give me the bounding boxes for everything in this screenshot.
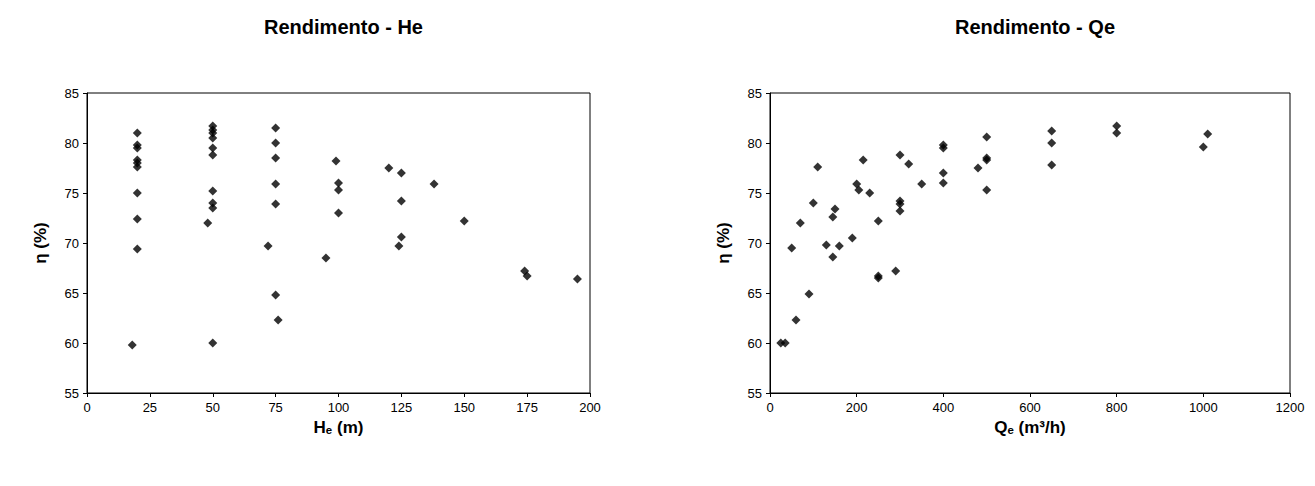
svg-text:60: 60 — [748, 336, 762, 351]
svg-text:55: 55 — [748, 386, 762, 401]
svg-text:55: 55 — [65, 386, 79, 401]
svg-text:Rendimento - He: Rendimento - He — [264, 16, 423, 38]
svg-text:75: 75 — [268, 400, 282, 415]
svg-text:600: 600 — [1019, 400, 1041, 415]
svg-text:1200: 1200 — [1276, 400, 1305, 415]
svg-text:800: 800 — [1106, 400, 1128, 415]
svg-text:150: 150 — [453, 400, 475, 415]
svg-text:50: 50 — [206, 400, 220, 415]
svg-text:η (%): η (%) — [714, 222, 733, 264]
svg-text:60: 60 — [65, 336, 79, 351]
svg-text:25: 25 — [143, 400, 157, 415]
svg-text:1000: 1000 — [1189, 400, 1218, 415]
svg-text:Rendimento - Qe: Rendimento - Qe — [955, 16, 1115, 38]
svg-text:100: 100 — [328, 400, 350, 415]
svg-text:200: 200 — [846, 400, 868, 415]
svg-text:400: 400 — [932, 400, 954, 415]
svg-text:75: 75 — [748, 186, 762, 201]
svg-text:Hₑ (m): Hₑ (m) — [314, 418, 364, 437]
svg-text:65: 65 — [748, 286, 762, 301]
svg-text:125: 125 — [391, 400, 413, 415]
svg-text:0: 0 — [83, 400, 90, 415]
svg-text:70: 70 — [748, 236, 762, 251]
svg-text:200: 200 — [579, 400, 601, 415]
svg-text:70: 70 — [65, 236, 79, 251]
svg-text:75: 75 — [65, 186, 79, 201]
svg-text:65: 65 — [65, 286, 79, 301]
svg-text:0: 0 — [766, 400, 773, 415]
svg-text:80: 80 — [748, 136, 762, 151]
svg-text:85: 85 — [748, 86, 762, 101]
svg-text:85: 85 — [65, 86, 79, 101]
svg-text:η (%): η (%) — [31, 222, 50, 264]
svg-text:175: 175 — [516, 400, 538, 415]
svg-text:Qₑ (m³/h): Qₑ (m³/h) — [994, 418, 1066, 437]
svg-text:80: 80 — [65, 136, 79, 151]
